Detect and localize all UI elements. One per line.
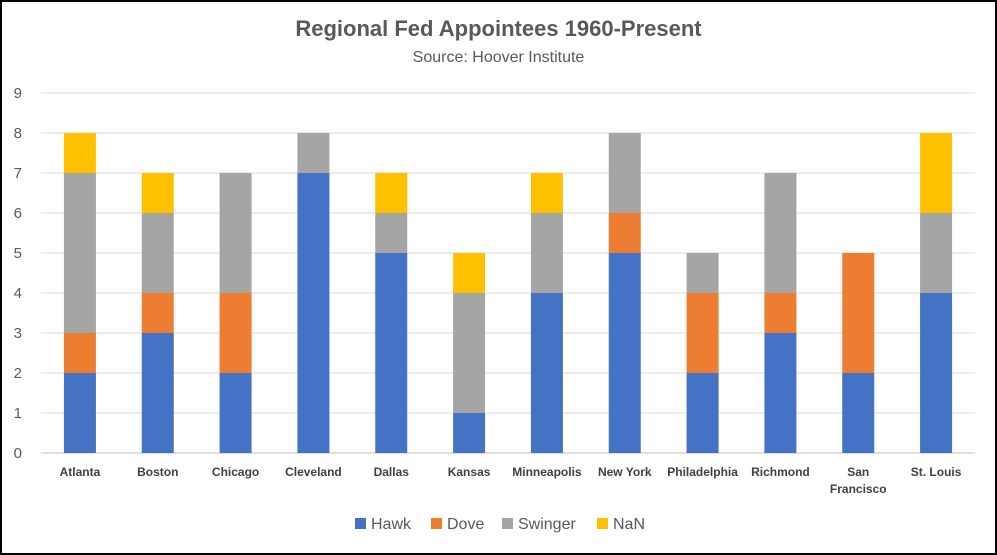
bar-segment-hawk (375, 253, 408, 453)
x-tick-label: Cleveland (285, 465, 342, 479)
chart-subtitle: Source: Hoover Institute (412, 49, 585, 66)
y-tick-label: 2 (14, 365, 22, 382)
bar-segment-swinger (375, 213, 408, 253)
x-tick-label: New York (598, 465, 652, 479)
y-tick-label: 3 (14, 325, 22, 342)
bar-segment-hawk (219, 373, 252, 453)
bar-segment-swinger (453, 293, 486, 413)
bar-segment-swinger (297, 133, 330, 173)
bar-segment-nan (530, 173, 563, 213)
bar-segment-hawk (608, 253, 641, 453)
bar-segment-hawk (842, 373, 875, 453)
bar-segment-nan (141, 173, 174, 213)
x-tick-label: St. Louis (911, 465, 962, 479)
y-axis-ticks: 0 1 2 3 4 5 6 7 8 9 (14, 85, 22, 462)
x-tick-label: Minneapolis (512, 465, 582, 479)
y-tick-label: 6 (14, 205, 22, 222)
x-tick-label: Richmond (751, 465, 810, 479)
legend-swatch-dove (431, 518, 442, 529)
x-axis-labels: Atlanta Boston Chicago Cleveland Dallas Kansa… (60, 465, 962, 496)
x-tick-label: Chicago (212, 465, 259, 479)
gridlines (41, 92, 975, 454)
x-tick-label: Boston (137, 465, 178, 479)
bars (63, 133, 953, 453)
bar-segment-swinger (219, 173, 252, 293)
y-tick-label: 0 (14, 445, 22, 462)
x-tick-label: Dallas (374, 465, 410, 479)
bar-segment-swinger (686, 253, 719, 293)
bar-segment-swinger (141, 213, 174, 293)
bar-segment-nan (453, 253, 486, 293)
y-tick-label: 8 (14, 125, 22, 142)
legend: Hawk Dove Swinger NaN (355, 516, 645, 533)
legend-swatch-hawk (355, 518, 366, 529)
bar-segment-dove (141, 293, 174, 333)
bar-segment-hawk (63, 373, 96, 453)
bar-segment-hawk (764, 333, 797, 453)
bar-segment-dove (219, 293, 252, 373)
legend-label-nan: NaN (613, 516, 645, 533)
bar-segment-dove (686, 293, 719, 373)
bar-segment-nan (920, 133, 953, 213)
bar-segment-swinger (920, 213, 953, 293)
legend-swatch-swinger (502, 518, 513, 529)
bar-segment-nan (375, 173, 408, 213)
x-tick-label: Atlanta (60, 465, 101, 479)
y-tick-label: 1 (14, 405, 22, 422)
bar-segment-hawk (920, 293, 953, 453)
legend-label-dove: Dove (447, 516, 484, 533)
bar-segment-hawk (297, 173, 330, 453)
legend-label-hawk: Hawk (371, 516, 412, 533)
y-tick-label: 9 (14, 85, 22, 102)
bar-segment-swinger (608, 133, 641, 213)
bar-segment-nan (63, 133, 96, 173)
chart-title: Regional Fed Appointees 1960-Present (295, 16, 702, 41)
y-tick-label: 5 (14, 245, 22, 262)
bar-segment-dove (608, 213, 641, 253)
bar-segment-hawk (530, 293, 563, 453)
bar-segment-dove (764, 293, 797, 333)
bar-segment-swinger (530, 213, 563, 293)
bar-segment-dove (842, 253, 875, 373)
bar-segment-hawk (141, 333, 174, 453)
x-tick-label: San Francisco (830, 465, 887, 496)
bar-segment-swinger (63, 173, 96, 333)
y-tick-label: 4 (14, 285, 22, 302)
bar-segment-hawk (453, 413, 486, 453)
legend-swatch-nan (597, 518, 608, 529)
bar-segment-swinger (764, 173, 797, 293)
x-tick-label: Philadelphia (667, 465, 738, 479)
bar-segment-hawk (686, 373, 719, 453)
legend-label-swinger: Swinger (518, 516, 576, 533)
bar-segment-dove (63, 333, 96, 373)
x-tick-label: Kansas (448, 465, 491, 479)
y-tick-label: 7 (14, 165, 22, 182)
